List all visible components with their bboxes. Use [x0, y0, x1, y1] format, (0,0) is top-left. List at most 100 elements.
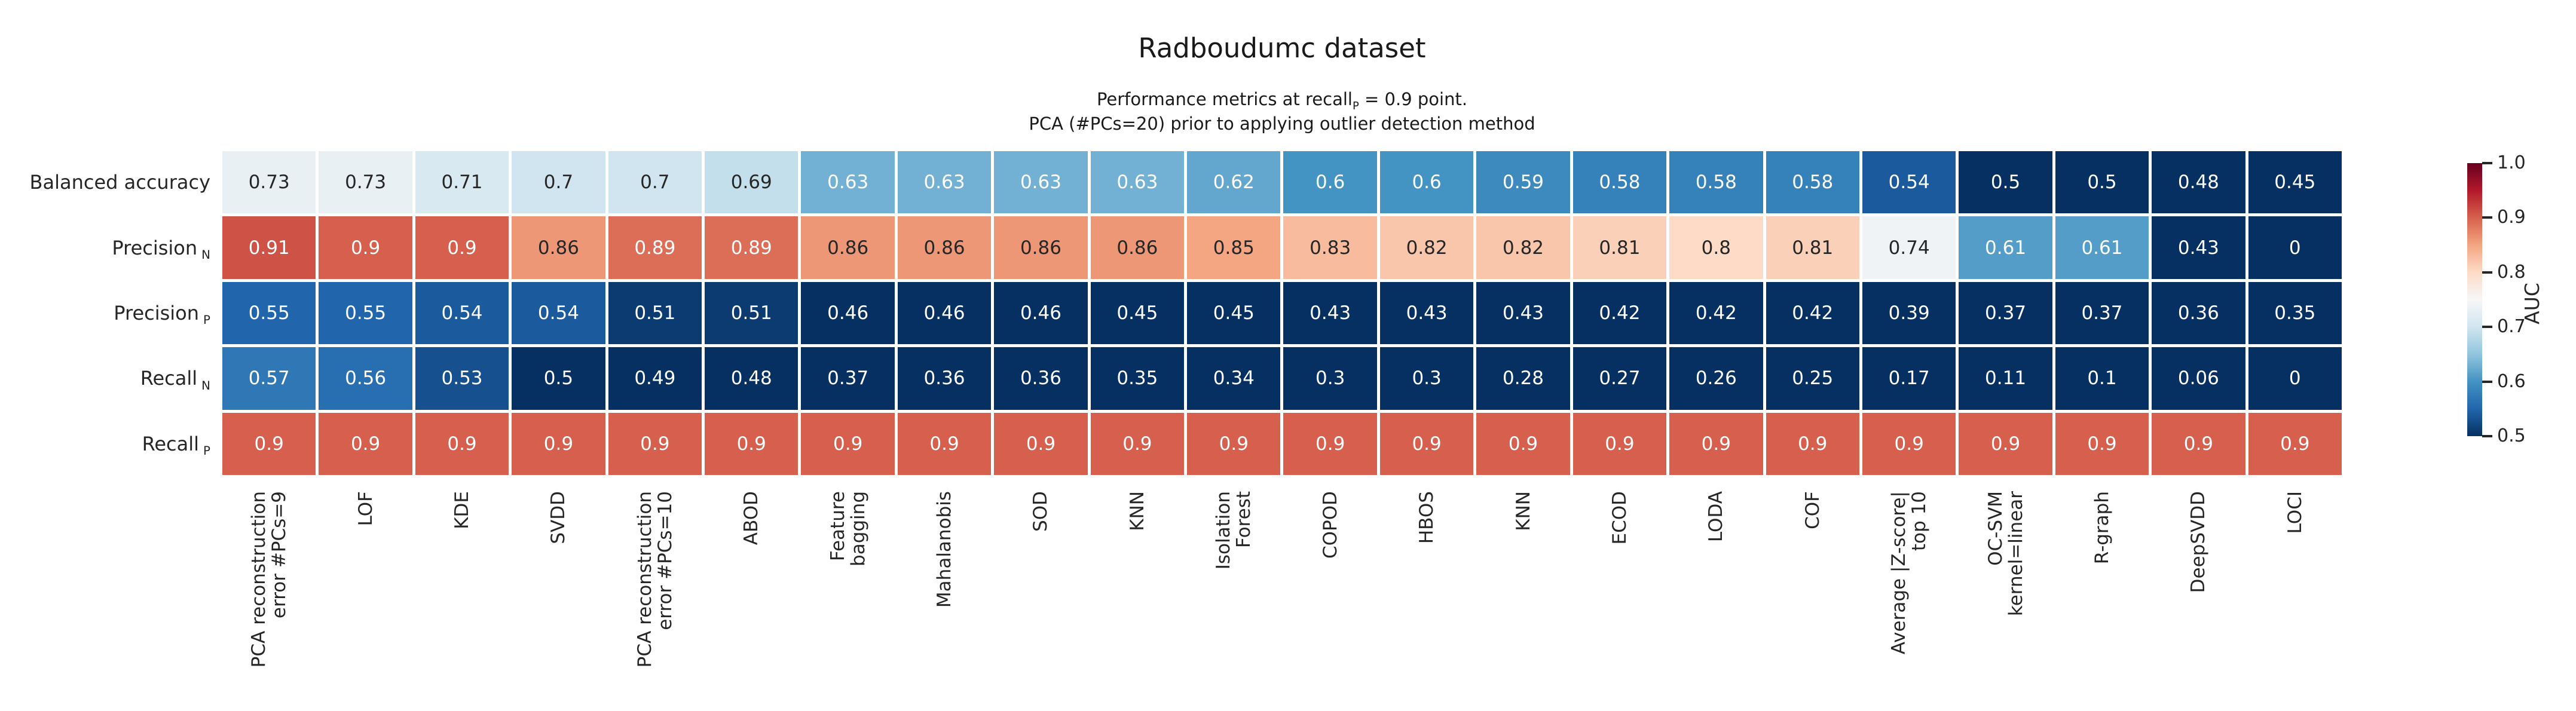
- heatmap-cell: 0.9: [608, 412, 702, 475]
- heatmap-cell: 0.81: [1766, 216, 1859, 279]
- colorbar-tick-mark: [2482, 380, 2492, 383]
- heatmap-cell: 0.43: [1476, 281, 1570, 345]
- heatmap-cell: 0.85: [1187, 216, 1281, 279]
- heatmap-cell: 0.7: [512, 151, 605, 214]
- heatmap-cell: 0.35: [1090, 347, 1185, 410]
- y-axis-label-subscript: N: [201, 378, 210, 393]
- heatmap-cell: 0.5: [512, 347, 605, 410]
- heatmap-cell: 0.5: [1959, 151, 2052, 214]
- heatmap-cell: 0.61: [1959, 216, 2052, 279]
- heatmap-cell: 0.55: [222, 281, 316, 345]
- heatmap-cell: 0.3: [1283, 347, 1377, 410]
- heatmap-cell: 0.9: [319, 412, 412, 475]
- heatmap-cell: 0.9: [1669, 412, 1763, 475]
- heatmap-cell: 0.06: [2152, 347, 2245, 410]
- heatmap-cell: 0.89: [705, 216, 799, 279]
- heatmap-cell: 0.9: [2248, 412, 2342, 475]
- colorbar-gradient: [2467, 163, 2482, 436]
- heatmap-cell: 0.28: [1476, 347, 1570, 410]
- x-axis-label: LODA: [1705, 491, 1727, 543]
- x-axis-label: KDE: [451, 491, 473, 529]
- heatmap-cell: 0.42: [1669, 281, 1763, 345]
- heatmap-cell: 0.43: [1283, 281, 1377, 345]
- heatmap-cell: 0.35: [2248, 281, 2342, 345]
- x-axis-label: Mahalanobis: [934, 491, 956, 608]
- x-axis-label: SVDD: [547, 491, 570, 544]
- x-axis-label: PCA reconstruction error #PCs=9: [248, 491, 290, 668]
- heatmap-cell: 0.1: [2055, 347, 2149, 410]
- y-axis-label: Precision N: [0, 235, 210, 262]
- colorbar-tick-label: 0.8: [2497, 261, 2526, 283]
- subtitle-text-before: Performance metrics at recall: [1096, 89, 1353, 109]
- heatmap-cell: 0.37: [1959, 281, 2052, 345]
- y-axis-label: Precision P: [0, 300, 210, 327]
- y-axis-label-text: Recall: [142, 432, 200, 455]
- heatmap-cell: 0.34: [1187, 347, 1281, 410]
- heatmap-cell: 0.54: [512, 281, 605, 345]
- heatmap-cell: 0.54: [415, 281, 509, 345]
- heatmap-cell: 0.82: [1476, 216, 1570, 279]
- colorbar-tick-label: 0.9: [2497, 207, 2526, 228]
- y-axis-label-text: Recall: [140, 367, 198, 390]
- heatmap-cell: 0.86: [512, 216, 605, 279]
- colorbar-axis-label: AUC: [2520, 283, 2544, 324]
- heatmap-cell: 0.8: [1669, 216, 1763, 279]
- y-axis-label-subscript: P: [203, 444, 210, 458]
- heatmap-cell: 0.9: [994, 412, 1088, 475]
- heatmap-cell: 0.51: [608, 281, 702, 345]
- heatmap-cell: 0.82: [1379, 216, 1474, 279]
- y-axis-label-text: Precision: [112, 236, 198, 259]
- heatmap-cell: 0.45: [1090, 281, 1185, 345]
- heatmap-cell: 0.58: [1669, 151, 1763, 214]
- heatmap-cell: 0.9: [897, 412, 992, 475]
- heatmap-cell: 0.17: [1862, 347, 1956, 410]
- heatmap-cell: 0: [2248, 347, 2342, 410]
- heatmap-cell: 0.9: [1476, 412, 1570, 475]
- heatmap-cell: 0.49: [608, 347, 702, 410]
- x-axis-label: KNN: [1126, 491, 1148, 531]
- x-axis-label: R-graph: [2091, 491, 2113, 565]
- y-axis-label-subscript: P: [203, 313, 210, 327]
- heatmap-cell: 0.83: [1283, 216, 1377, 279]
- heatmap-cell: 0.39: [1862, 281, 1956, 345]
- heatmap-cell: 0.9: [222, 412, 316, 475]
- heatmap-cell: 0.86: [801, 216, 895, 279]
- colorbar-tick-label: 0.5: [2497, 425, 2526, 446]
- x-axis-label: KNN: [1512, 491, 1534, 531]
- heatmap-cell: 0.45: [2248, 151, 2342, 214]
- heatmap-cell: 0.73: [222, 151, 316, 214]
- heatmap-cell: 0.9: [512, 412, 605, 475]
- heatmap-cell: 0.71: [415, 151, 509, 214]
- heatmap-cell: 0.27: [1572, 347, 1667, 410]
- heatmap-cell: 0.9: [1090, 412, 1185, 475]
- subtitle-line-2: PCA (#PCs=20) prior to applying outlier …: [1029, 114, 1535, 134]
- colorbar-tick-label: 0.6: [2497, 370, 2526, 392]
- heatmap-cell: 0.3: [1379, 347, 1474, 410]
- heatmap-cell: 0.58: [1766, 151, 1859, 214]
- heatmap-cell: 0.9: [1379, 412, 1474, 475]
- heatmap-cell: 0.69: [705, 151, 799, 214]
- heatmap-cell: 0.46: [897, 281, 992, 345]
- heatmap-cell: 0.9: [1959, 412, 2052, 475]
- y-axis-label-text: Balanced accuracy: [29, 171, 210, 194]
- x-axis-label: Feature bagging: [827, 491, 869, 566]
- x-axis-label: Isolation Forest: [1213, 491, 1255, 570]
- x-axis-label: ECOD: [1608, 491, 1630, 545]
- heatmap-cell: 0.9: [1283, 412, 1377, 475]
- heatmap-cell: 0.9: [1572, 412, 1667, 475]
- heatmap-cell: 0.81: [1572, 216, 1667, 279]
- heatmap-cell: 0.48: [705, 347, 799, 410]
- heatmap-cell: 0.7: [608, 151, 702, 214]
- heatmap-cell: 0.55: [319, 281, 412, 345]
- heatmap-cell: 0.9: [2055, 412, 2149, 475]
- heatmap-cell: 0.61: [2055, 216, 2149, 279]
- heatmap-cell: 0.11: [1959, 347, 2052, 410]
- heatmap-cell: 0.56: [319, 347, 412, 410]
- heatmap-cell: 0.9: [1766, 412, 1859, 475]
- x-axis-label: DeepSVDD: [2188, 491, 2210, 593]
- heatmap-cell: 0.63: [801, 151, 895, 214]
- heatmap-cell: 0.9: [319, 216, 412, 279]
- chart-subtitle: Performance metrics at recallP = 0.9 poi…: [0, 87, 2564, 136]
- y-axis-label: Balanced accuracy: [0, 169, 210, 195]
